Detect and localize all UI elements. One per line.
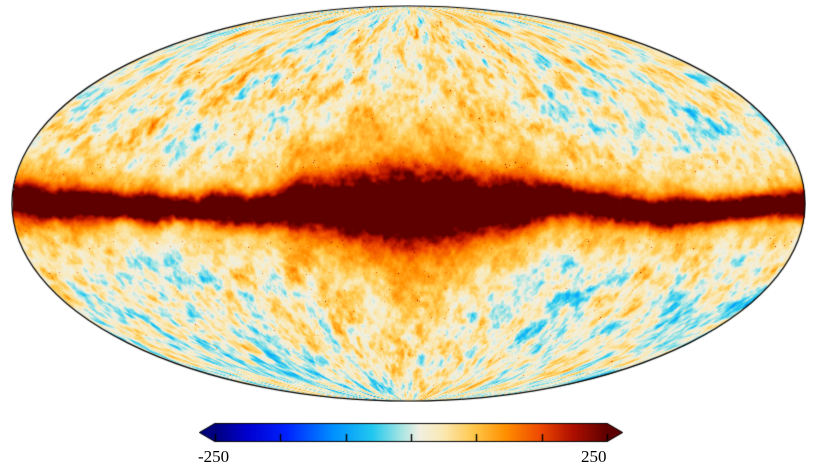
colorbar-min-label: -250 xyxy=(198,447,230,466)
mollweide-sky-map xyxy=(11,5,806,402)
colorbar-gradient xyxy=(199,421,623,447)
sky-map-container xyxy=(11,5,806,402)
colorbar-max-label: 250 xyxy=(581,447,607,466)
colorbar xyxy=(199,421,623,447)
